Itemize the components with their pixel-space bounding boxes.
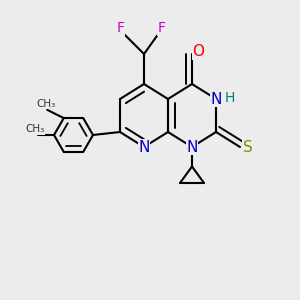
Text: CH₃: CH₃ [26, 124, 45, 134]
Text: N: N [138, 140, 150, 154]
Text: CH₃: CH₃ [36, 99, 56, 109]
Text: F: F [158, 22, 165, 35]
Text: F: F [117, 22, 124, 35]
Text: N: N [210, 92, 222, 106]
Text: H: H [224, 91, 235, 104]
Text: N: N [186, 140, 198, 154]
Text: O: O [193, 44, 205, 59]
Text: S: S [243, 140, 252, 154]
